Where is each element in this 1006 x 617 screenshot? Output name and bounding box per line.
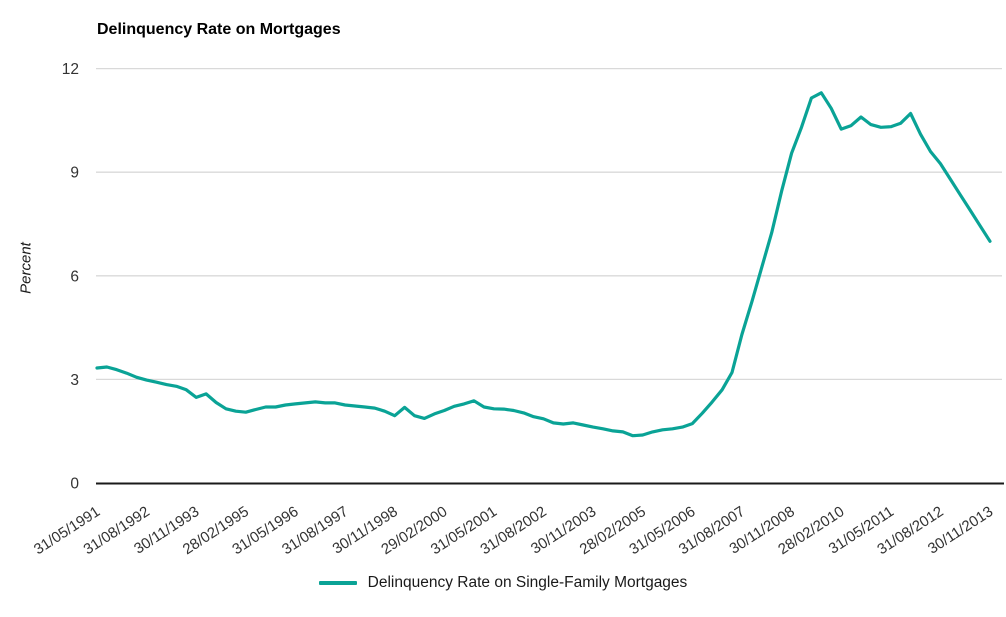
legend: Delinquency Rate on Single-Family Mortga… [0,574,1006,592]
y-tick-label: 9 [70,165,79,182]
y-tick-label: 12 [62,61,79,78]
legend-line-swatch [318,581,357,585]
series-line-single-family-mortgages [95,91,992,438]
plot-area: 03691231/05/199131/08/199230/11/199328/0… [31,61,1004,558]
legend-label: Delinquency Rate on Single-Family Mortga… [367,574,688,591]
legend-item-single-family: Delinquency Rate on Single-Family Mortga… [318,574,688,592]
y-tick-label: 3 [70,372,79,389]
chart-title: Delinquency Rate on Mortgages [97,21,341,38]
y-tick-label: 0 [70,476,79,493]
y-tick-label: 6 [70,268,79,285]
